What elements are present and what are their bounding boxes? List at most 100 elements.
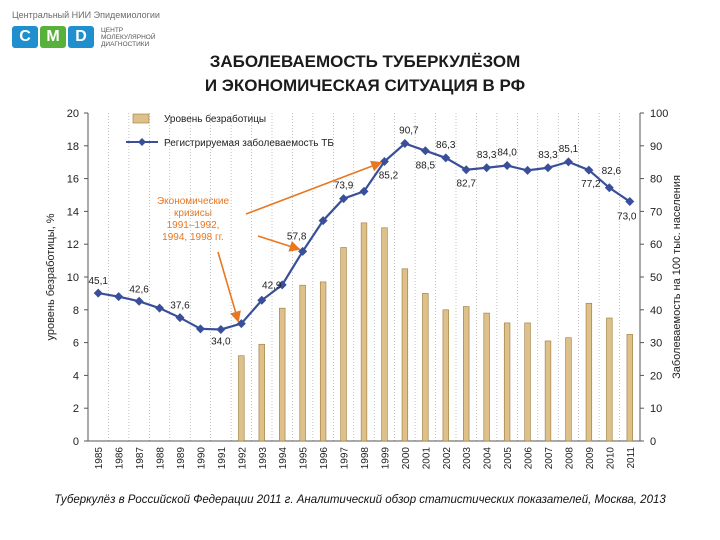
right-tick-label: 50	[650, 272, 662, 284]
page-title: ЗАБОЛЕВАЕМОСТЬ ТУБЕРКУЛЁЗОМ И ЭКОНОМИЧЕС…	[130, 50, 600, 98]
logo-letter-m: M	[40, 26, 66, 48]
tb-point-1989	[175, 313, 185, 323]
tb-point-1998	[359, 186, 369, 196]
year-label-1985: 1985	[94, 447, 105, 470]
unemployment-bar-2004	[483, 312, 490, 442]
right-tick-label: 20	[650, 370, 662, 382]
logo-subtitle: ЦЕНТР МОЛЕКУЛЯРНОЙ ДИАГНОСТИКИ	[101, 26, 156, 48]
tb-point-2004	[482, 163, 492, 173]
year-label-2008: 2008	[564, 447, 575, 470]
year-label-2003: 2003	[462, 447, 473, 470]
tb-point-2006	[523, 165, 533, 175]
year-label-1997: 1997	[340, 447, 351, 470]
annotation-arrow-1999	[245, 160, 383, 215]
year-label-2005: 2005	[503, 447, 514, 470]
data-label-1999: 85,2	[379, 171, 399, 182]
year-label-1993: 1993	[258, 447, 269, 470]
data-label-1991: 34,0	[211, 336, 231, 347]
left-tick-label: 0	[73, 436, 79, 448]
annotation-line-2: кризисы	[174, 208, 212, 219]
year-label-2011: 2011	[626, 447, 637, 469]
tb-point-1996	[318, 216, 328, 226]
year-label-2009: 2009	[585, 447, 596, 470]
unemployment-bar-1993	[258, 343, 265, 442]
legend-bar-label: Уровень безработицы	[164, 113, 266, 125]
annotation-arrow-1995	[257, 235, 301, 252]
org-name: Центральный НИИ Эпидемиологии	[12, 10, 160, 20]
tb-point-2000	[400, 139, 410, 149]
tb-point-2009	[584, 165, 594, 175]
unemployment-bar-2005	[503, 322, 511, 442]
tb-point-2011	[625, 197, 635, 207]
year-label-2004: 2004	[483, 447, 494, 470]
right-tick-label: 10	[650, 403, 662, 415]
unemployment-bar-1999	[381, 227, 388, 442]
title-line-1: ЗАБОЛЕВАЕМОСТЬ ТУБЕРКУЛЁЗОМ	[209, 52, 521, 71]
year-label-2000: 2000	[401, 447, 412, 470]
year-label-2002: 2002	[442, 447, 453, 470]
unemployment-bar-2000	[401, 268, 409, 442]
unemployment-bar-1997	[340, 247, 347, 442]
right-tick-label: 60	[650, 239, 662, 251]
title-line-2: И ЭКОНОМИЧЕСКАЯ СИТУАЦИЯ В РФ	[204, 76, 526, 95]
data-label-2009: 77,2	[581, 179, 601, 190]
year-label-2010: 2010	[605, 447, 616, 470]
right-tick-label: 80	[650, 174, 662, 186]
data-label-2011: 73,0	[617, 212, 637, 223]
year-label-1986: 1986	[115, 447, 126, 470]
year-label-1994: 1994	[278, 447, 289, 470]
left-tick-label: 8	[73, 305, 79, 317]
unemployment-bar-1995	[299, 284, 306, 442]
unemployment-bar-2008	[565, 337, 572, 442]
year-label-2001: 2001	[421, 447, 432, 470]
year-label-2006: 2006	[524, 447, 535, 470]
unemployment-bar-2009	[585, 302, 593, 442]
tb-point-1991	[216, 324, 226, 334]
annotation-line-3: 1991–1992,	[167, 220, 220, 231]
left-tick-label: 20	[67, 108, 79, 120]
tb-point-1988	[155, 303, 165, 313]
left-tick-label: 2	[73, 403, 79, 415]
year-label-2007: 2007	[544, 447, 555, 470]
left-tick-label: 6	[73, 338, 79, 350]
cmd-logo: C M D ЦЕНТР МОЛЕКУЛЯРНОЙ ДИАГНОСТИКИ	[12, 26, 171, 48]
left-tick-label: 4	[73, 370, 79, 382]
data-label-2010: 82,6	[602, 166, 622, 177]
tb-point-1993	[257, 295, 267, 305]
unemployment-bar-2007	[544, 340, 552, 442]
right-axis-title: Заболеваемость на 100 тыс. населения	[671, 175, 683, 379]
legend-line-marker	[138, 138, 146, 146]
unemployment-bar-2011	[626, 334, 633, 442]
unemployment-bar-2001	[422, 293, 429, 442]
right-tick-label: 30	[650, 338, 662, 350]
tb-point-2003	[461, 165, 471, 175]
right-tick-label: 90	[650, 141, 662, 153]
annotation-arrow-1992	[217, 251, 241, 323]
tb-point-1990	[195, 324, 205, 334]
tb-point-2005	[502, 160, 512, 170]
year-label-1995: 1995	[299, 447, 310, 470]
tb-point-2010	[604, 183, 614, 193]
unemployment-bar-1996	[319, 281, 327, 442]
unemployment-bar-1998	[360, 222, 368, 442]
right-tick-label: 40	[650, 305, 662, 317]
year-label-1990: 1990	[196, 447, 207, 470]
year-label-1989: 1989	[176, 447, 187, 470]
legend-bar-swatch	[132, 113, 150, 124]
data-label-1997: 73,9	[334, 181, 354, 192]
unemployment-bar-2002	[442, 309, 449, 442]
annotation-line-4: 1994, 1998 гг.	[162, 232, 224, 243]
unemployment-bar-2003	[463, 306, 470, 442]
data-label-2002: 86,3	[436, 140, 456, 151]
tb-point-2001	[420, 146, 430, 156]
year-label-1988: 1988	[156, 447, 167, 470]
left-axis-title: уровень безработицы, %	[45, 213, 57, 340]
data-label-1987: 42,6	[129, 284, 149, 295]
left-tick-label: 10	[67, 272, 79, 284]
data-label-2008: 85,1	[559, 144, 579, 155]
data-label-1989: 37,6	[170, 301, 190, 312]
annotation-line-1: Экономические	[157, 196, 230, 207]
data-label-2001: 88,5	[416, 161, 436, 172]
unemployment-bar-2006	[524, 322, 531, 442]
